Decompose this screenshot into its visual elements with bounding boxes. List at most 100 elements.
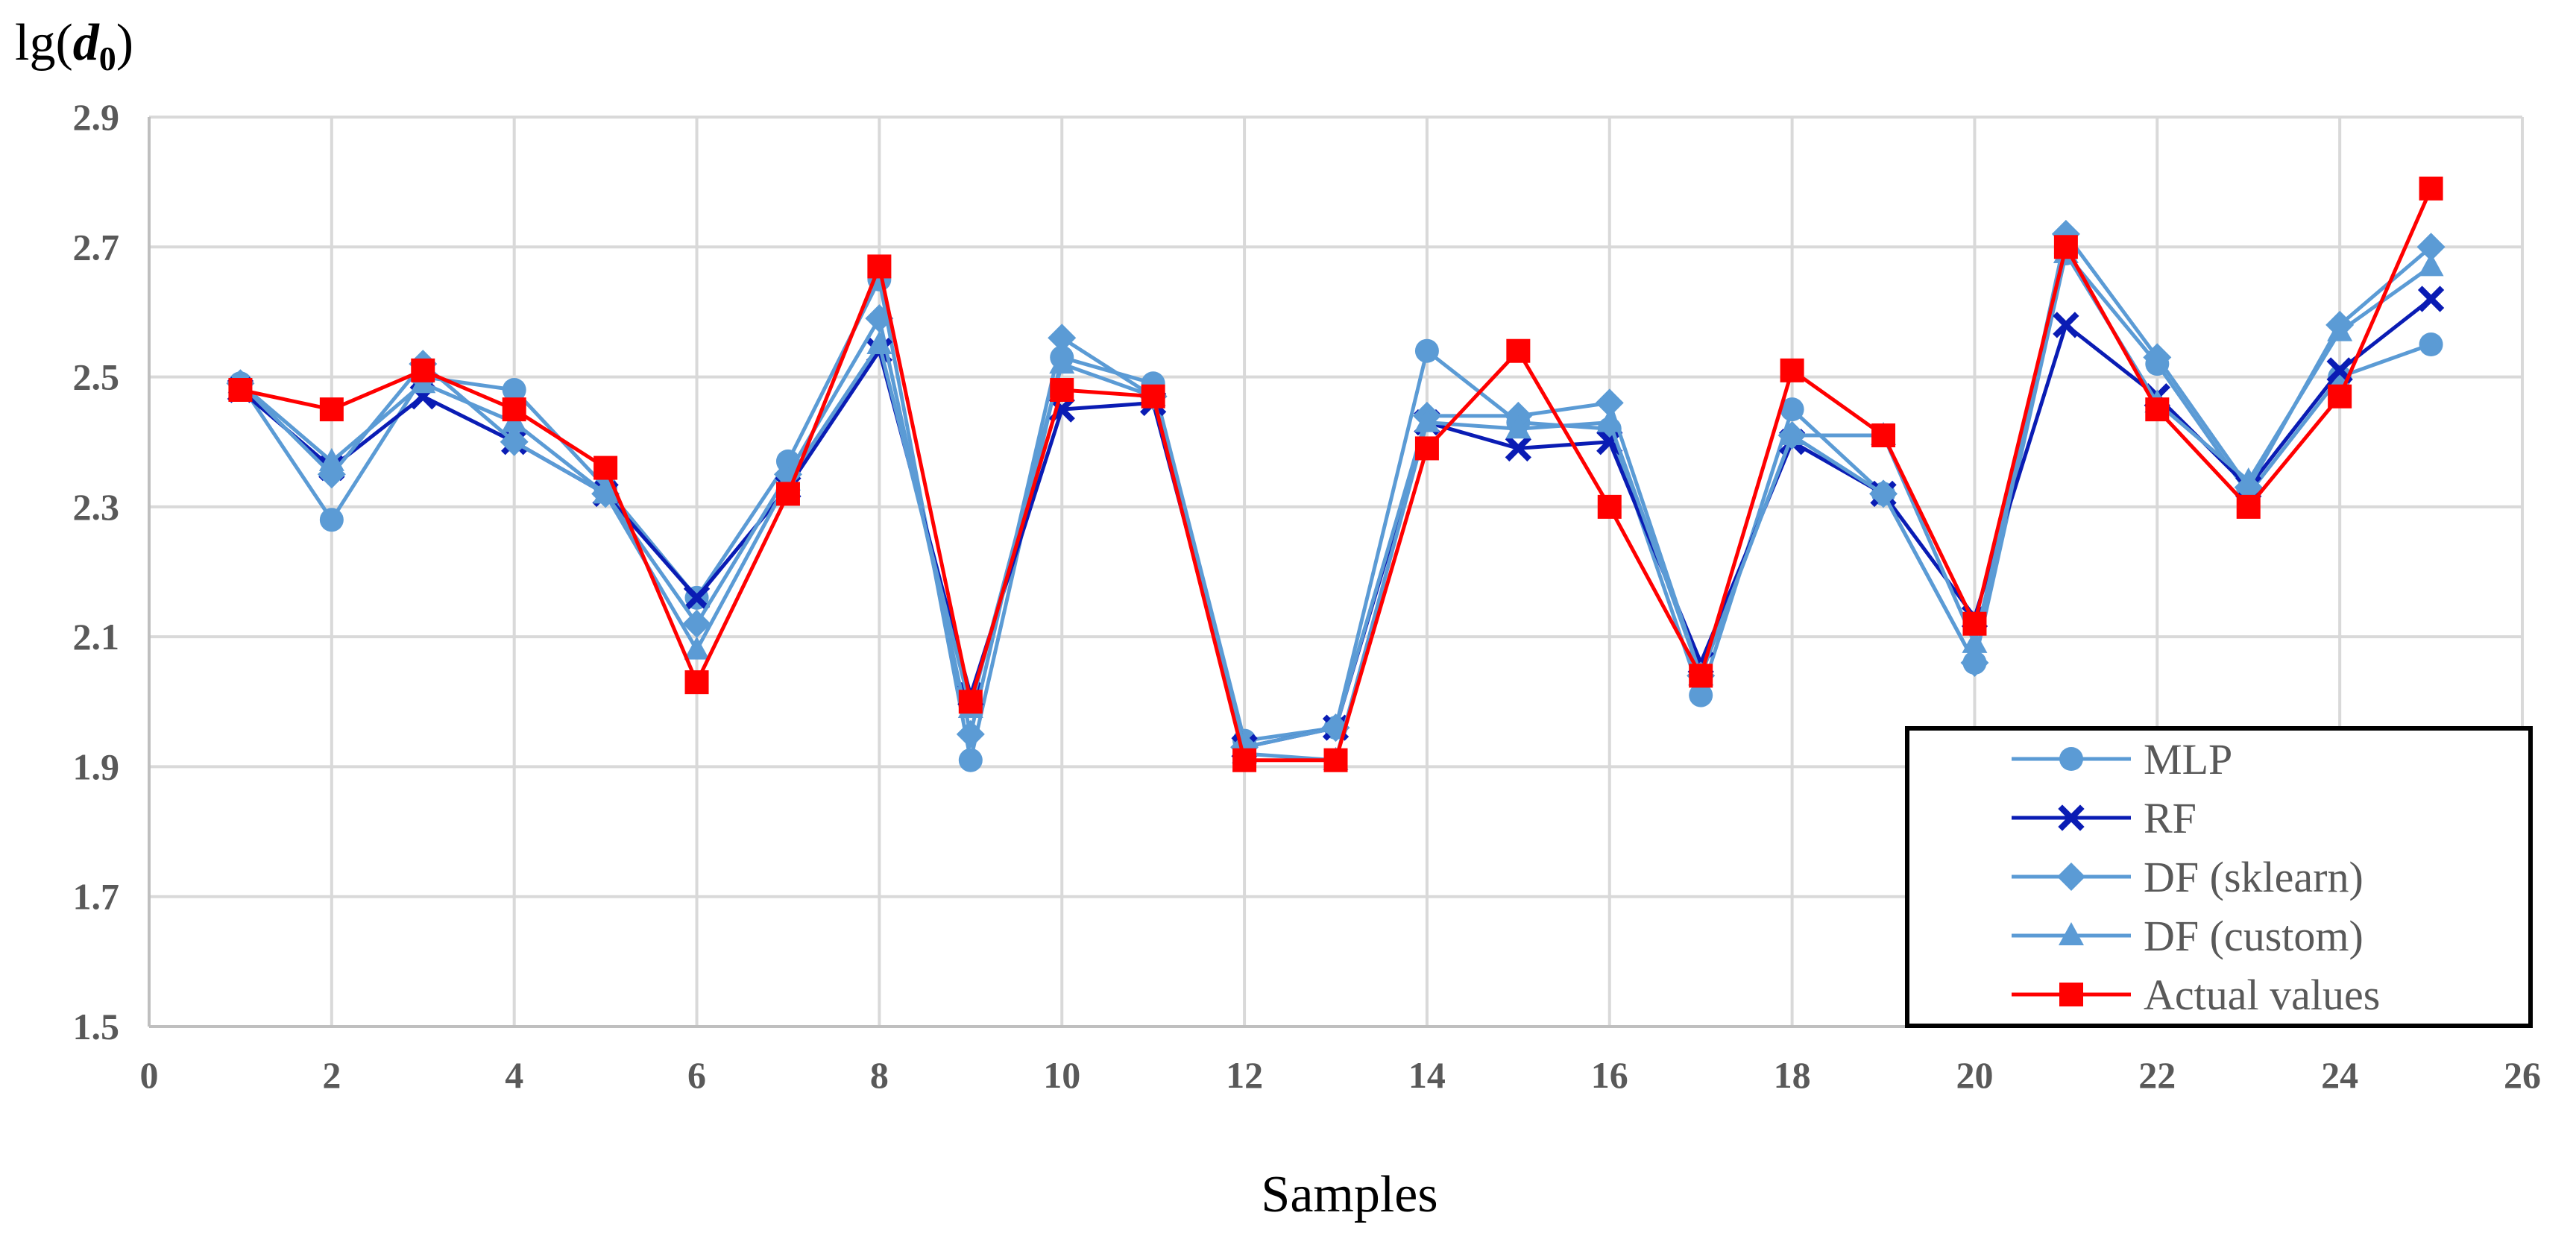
- y-tick-label: 2.9: [73, 96, 120, 138]
- legend-label-df-sklearn: DF (sklearn): [2144, 853, 2364, 901]
- data-point-mlp: [502, 378, 526, 402]
- data-point-actual-values: [319, 397, 344, 422]
- data-point-actual-values: [2053, 235, 2078, 259]
- data-point-df-custom: [684, 636, 710, 660]
- data-point-df-custom: [1414, 409, 1440, 432]
- data-point-actual-values: [228, 378, 253, 402]
- data-point-df-sklearn: [865, 304, 894, 333]
- x-tick-label: 14: [1408, 1054, 1446, 1096]
- data-point-df-custom: [2327, 318, 2353, 341]
- legend-item-mlp: MLP: [2012, 735, 2232, 784]
- data-point-df-custom: [866, 331, 892, 354]
- legend-marker-mlp: [2059, 747, 2083, 771]
- legend: MLP RF DF (sklearn) DF (custom) Actual value…: [1905, 726, 2533, 1028]
- data-point-df-custom: [318, 447, 344, 471]
- data-point-mlp: [958, 748, 983, 772]
- data-point-df-custom: [1596, 409, 1622, 432]
- series-group: [226, 176, 2446, 772]
- legend-box: [1905, 726, 2533, 1028]
- x-tick-label: 2: [322, 1054, 341, 1096]
- x-tick-label: 24: [2321, 1054, 2358, 1096]
- data-point-df-sklearn: [682, 609, 711, 638]
- data-point-actual-values: [1962, 611, 1987, 636]
- data-point-mlp: [1414, 338, 1439, 363]
- legend-label-rf: RF: [2144, 794, 2196, 842]
- legend-marker-df-custom: [2059, 922, 2084, 945]
- data-point-mlp: [2419, 332, 2443, 356]
- series-rf: [227, 286, 2445, 760]
- data-point-df-custom: [593, 480, 619, 504]
- x-tick-label: 0: [140, 1054, 159, 1096]
- data-point-df-sklearn: [1960, 649, 1989, 677]
- y-tick-label: 1.9: [73, 745, 120, 787]
- legend-label-actual-values: Actual values: [2144, 971, 2380, 1019]
- y-tick-label: 2.7: [73, 226, 120, 268]
- legend-item-rf: RF: [2012, 794, 2196, 842]
- legend-marker-df-sklearn: [2057, 863, 2085, 891]
- x-tick-label: 20: [1956, 1054, 1993, 1096]
- y-tick-label: 2.1: [73, 616, 120, 658]
- data-point-rf: [2326, 357, 2353, 384]
- y-axis-label: lg(d0): [15, 14, 133, 78]
- x-tick-label: 16: [1591, 1054, 1628, 1096]
- y-tick-label: 1.7: [73, 876, 120, 918]
- data-point-actual-values: [411, 358, 435, 382]
- x-tick-labels: 0 2 4 6 8 10 12 14 16 18 20 22 24 26: [140, 1054, 2542, 1096]
- data-point-actual-values: [1414, 436, 1439, 461]
- x-tick-label: 10: [1043, 1054, 1080, 1096]
- legend-item-actual-values: Actual values: [2012, 971, 2380, 1019]
- data-point-actual-values: [2328, 384, 2352, 409]
- x-tick-label: 22: [2138, 1054, 2176, 1096]
- legend-marker-rf: [2058, 804, 2085, 831]
- legend-label-df-custom: DF (custom): [2144, 912, 2364, 960]
- x-tick-label: 4: [505, 1054, 523, 1096]
- x-tick-label: 18: [1774, 1054, 1811, 1096]
- data-point-actual-values: [1780, 358, 1804, 382]
- data-point-rf: [2417, 286, 2445, 312]
- data-point-rf: [2053, 312, 2079, 338]
- data-point-actual-values: [2236, 494, 2261, 519]
- data-point-df-custom: [2235, 467, 2261, 491]
- series-line-rf: [239, 297, 2433, 749]
- series-actual-values: [228, 176, 2443, 772]
- data-point-df-custom: [1505, 415, 1531, 439]
- data-point-df-sklearn: [1595, 388, 1624, 417]
- data-point-actual-values: [1871, 423, 1896, 447]
- data-point-df-custom: [1049, 350, 1075, 374]
- data-point-df-custom: [2418, 253, 2444, 277]
- x-tick-label: 26: [2504, 1054, 2541, 1096]
- data-point-actual-values: [1689, 663, 1713, 688]
- data-point-actual-values: [502, 397, 526, 422]
- x-axis-label: Samples: [1261, 1166, 1437, 1223]
- data-point-actual-values: [867, 254, 892, 279]
- x-tick-label: 6: [687, 1054, 706, 1096]
- data-point-actual-values: [1597, 494, 1622, 519]
- data-point-df-sklearn: [1869, 479, 1898, 508]
- data-point-rf: [683, 584, 711, 611]
- data-point-actual-values: [1050, 378, 1074, 402]
- series-df-sklearn: [226, 219, 2446, 762]
- data-point-actual-values: [1141, 384, 1165, 409]
- data-point-rf: [1505, 435, 1532, 462]
- y-tick-label: 2.3: [73, 486, 120, 528]
- data-point-df-custom: [1779, 422, 1805, 445]
- legend-item-df-custom: DF (custom): [2012, 912, 2364, 960]
- data-point-actual-values: [684, 670, 709, 695]
- data-point-actual-values: [2145, 397, 2170, 422]
- data-point-actual-values: [1323, 748, 1348, 772]
- data-point-actual-values: [2419, 176, 2443, 201]
- x-tick-label: 8: [870, 1054, 889, 1096]
- data-point-mlp: [1689, 683, 1713, 707]
- data-point-df-sklearn: [2143, 343, 2172, 372]
- data-point-df-sklearn: [500, 427, 529, 456]
- legend-marker-actual-values: [2059, 983, 2083, 1006]
- y-tick-labels: 1.5 1.7 1.9 2.1 2.3 2.5 2.7 2.9: [73, 96, 120, 1047]
- legend-item-df-sklearn: DF (sklearn): [2012, 853, 2364, 901]
- data-point-actual-values: [958, 690, 983, 714]
- data-point-actual-values: [775, 482, 800, 506]
- data-point-mlp: [319, 508, 344, 532]
- series-df-custom: [227, 240, 2444, 770]
- data-point-df-sklearn: [2416, 233, 2446, 262]
- y-tick-label: 1.5: [73, 1006, 120, 1047]
